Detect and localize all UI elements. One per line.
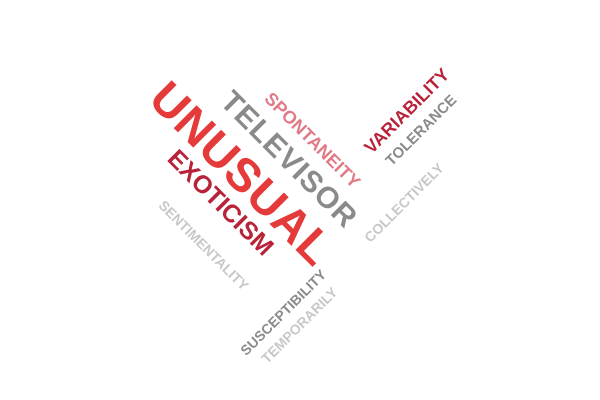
word-collectively: COLLECTIVELY (361, 159, 447, 246)
